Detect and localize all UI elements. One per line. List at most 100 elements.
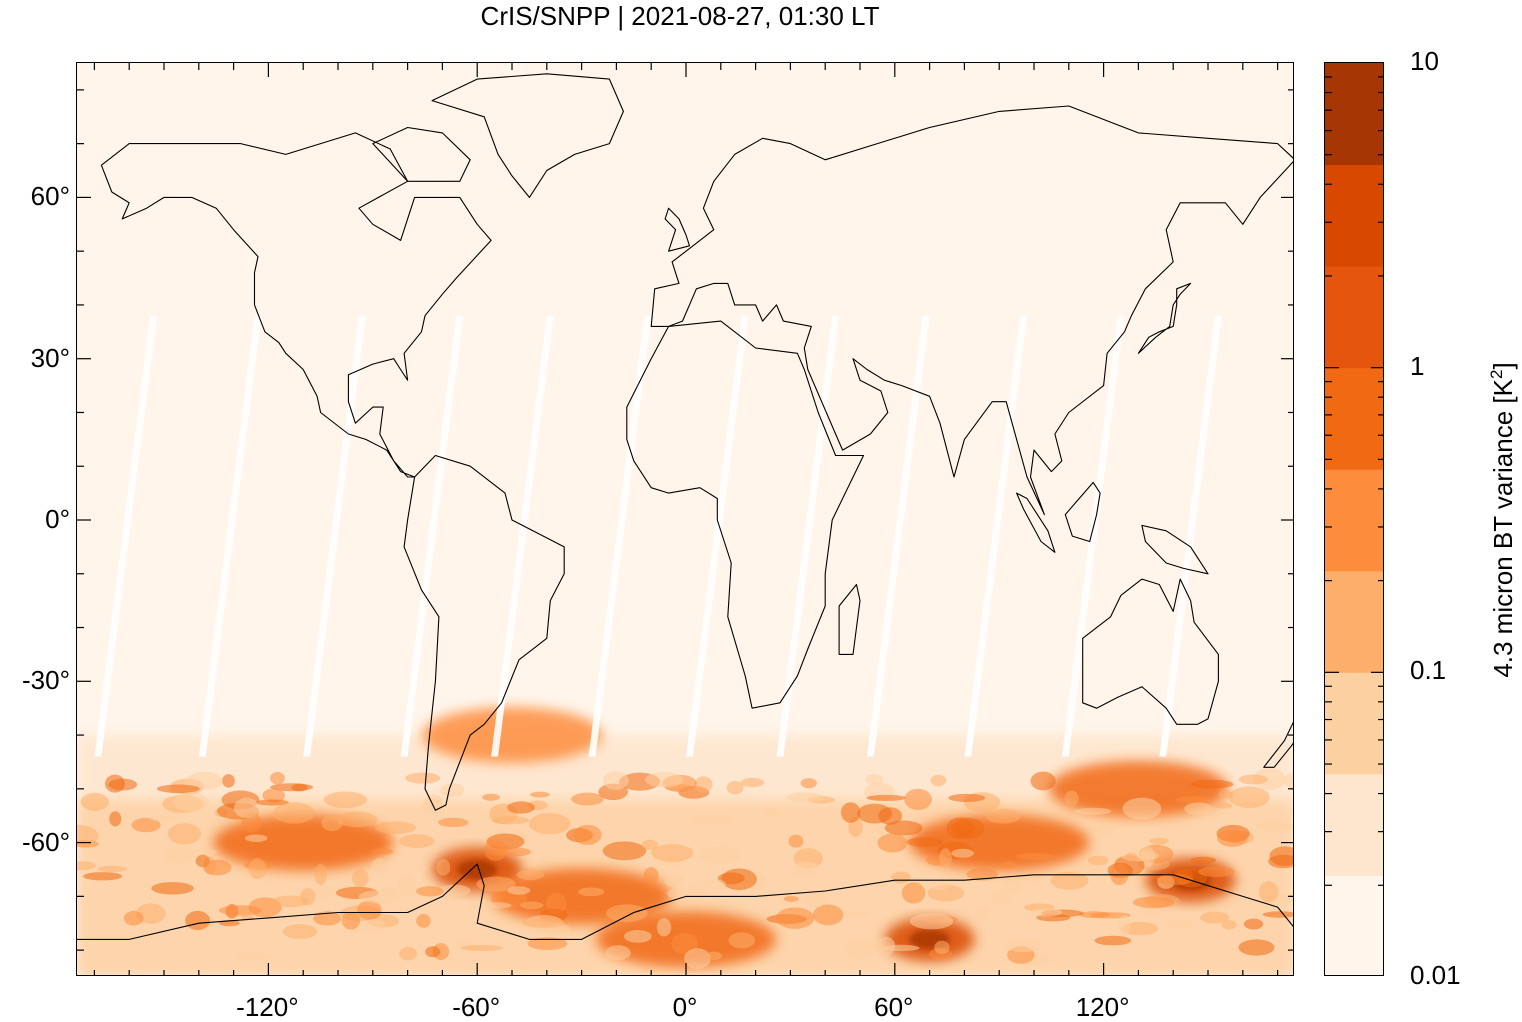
speckle	[578, 887, 605, 897]
speckle	[883, 944, 920, 952]
speckle	[235, 952, 274, 960]
speckle	[80, 792, 109, 811]
speckle	[438, 884, 471, 897]
speckle	[1238, 774, 1268, 785]
map-panel	[76, 62, 1294, 976]
speckle	[314, 863, 328, 886]
coastline-greenland	[431, 73, 624, 198]
speckle	[876, 936, 896, 956]
speckle	[948, 793, 986, 803]
speckle	[1190, 856, 1217, 865]
variance-region-8	[422, 707, 602, 764]
speckle	[1030, 908, 1063, 917]
speckle	[623, 929, 652, 943]
colorbar-ticks	[1325, 76, 1383, 886]
swath-gap-1	[198, 315, 262, 757]
speckle	[399, 834, 435, 849]
coastline-madagascar	[838, 583, 861, 655]
speckle	[692, 814, 733, 824]
speckle	[337, 811, 378, 828]
speckle	[1003, 940, 1042, 952]
coastline-north-america	[100, 132, 492, 478]
speckle	[397, 875, 417, 897]
coastline-sumatra	[1016, 492, 1056, 553]
speckle	[405, 772, 441, 784]
speckle	[291, 783, 308, 792]
speckle	[149, 815, 178, 822]
speckle	[271, 895, 310, 908]
speckle	[866, 794, 906, 801]
x-tick-label: -60°	[452, 992, 501, 1022]
speckle	[877, 833, 908, 853]
speckle	[726, 780, 744, 795]
speckle	[109, 811, 122, 827]
swath-gap-4	[491, 315, 554, 757]
speckle	[362, 918, 386, 932]
speckle	[476, 876, 516, 892]
y-tick-label: -30°	[22, 665, 70, 696]
speckle	[701, 879, 726, 890]
coastline-australia	[1082, 578, 1219, 725]
speckle	[1050, 871, 1089, 890]
speckle	[684, 948, 711, 970]
speckle	[991, 890, 1011, 905]
speckle	[1221, 920, 1237, 930]
colorbar-title-main: 4.3 micron BT variance [K	[1487, 379, 1518, 678]
speckle	[694, 776, 713, 793]
speckle	[108, 778, 138, 791]
speckle	[740, 777, 765, 788]
coastline-new-guinea	[1141, 524, 1209, 575]
speckle	[1256, 821, 1293, 832]
speckle	[421, 798, 444, 815]
speckle	[571, 792, 604, 806]
speckle	[946, 817, 974, 839]
speckle	[262, 788, 285, 803]
coastline-antarctica	[77, 863, 1293, 940]
speckle	[156, 784, 200, 794]
speckle	[1001, 878, 1022, 895]
speckle	[865, 774, 884, 785]
speckle	[1200, 911, 1230, 924]
speckle	[775, 907, 815, 929]
speckle	[605, 945, 631, 961]
speckle	[664, 874, 685, 888]
y-tick-label: 30°	[30, 342, 70, 373]
speckle	[930, 774, 947, 787]
speckle	[605, 904, 648, 922]
speckle	[1258, 881, 1279, 903]
speckle	[1253, 768, 1286, 790]
speckle	[1001, 860, 1016, 869]
speckle	[602, 771, 629, 790]
speckle	[645, 772, 684, 788]
speckle	[1283, 773, 1293, 789]
speckle	[641, 839, 658, 851]
speckle	[528, 813, 571, 835]
speckle	[667, 886, 709, 901]
speckle	[484, 839, 507, 861]
swath-gap-11	[1159, 315, 1222, 757]
speckle	[699, 846, 741, 864]
speckle	[1269, 846, 1293, 866]
speckle	[438, 817, 469, 828]
colorbar-band-2	[1325, 672, 1383, 775]
x-tick-label: 120°	[1075, 992, 1130, 1022]
variance-field-layer	[77, 63, 1293, 975]
speckle	[1167, 920, 1195, 929]
speckle	[760, 807, 780, 817]
speckle	[909, 913, 954, 930]
speckle	[436, 859, 451, 876]
colorbar-title-sup: 2	[1487, 369, 1507, 380]
speckle	[321, 814, 343, 832]
speckle	[416, 886, 444, 897]
map-title: CrIS/SNPP | 2021-08-27, 01:30 LT	[480, 1, 880, 31]
speckle	[218, 905, 262, 916]
speckle	[313, 911, 342, 926]
speckle	[482, 793, 500, 801]
speckle	[890, 871, 911, 884]
x-tick-label: -120°	[236, 992, 299, 1022]
y-tick-label: 60°	[30, 181, 70, 212]
speckle	[835, 911, 870, 918]
speckle	[520, 901, 544, 910]
coastline-eurasia	[650, 105, 1293, 516]
speckle	[728, 932, 756, 949]
